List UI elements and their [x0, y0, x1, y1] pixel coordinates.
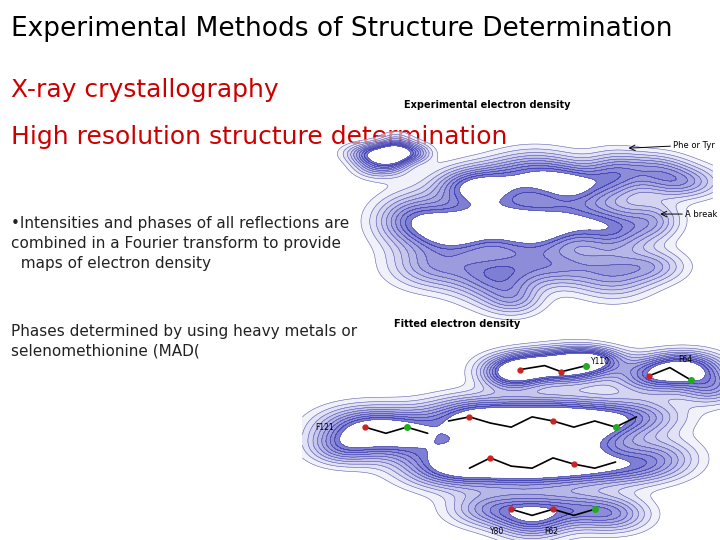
Text: F62: F62	[544, 527, 559, 536]
Text: F64: F64	[678, 355, 693, 364]
Text: X-ray crystallography: X-ray crystallography	[11, 78, 279, 102]
Text: Experimental Methods of Structure Determination: Experimental Methods of Structure Determ…	[11, 16, 672, 42]
Text: Phases determined by using heavy metals or
selenomethionine (MAD(: Phases determined by using heavy metals …	[11, 324, 357, 359]
Text: A break: A break	[685, 210, 717, 219]
Text: Fitted electron density: Fitted electron density	[395, 319, 521, 329]
Text: Phe or Tyr: Phe or Tyr	[673, 141, 715, 151]
Text: Y80: Y80	[490, 527, 505, 536]
Text: High resolution structure determination: High resolution structure determination	[11, 125, 507, 149]
Text: Experimental electron density: Experimental electron density	[404, 100, 570, 110]
Text: Y110: Y110	[590, 357, 610, 366]
Text: •Intensities and phases of all reflections are
combined in a Fourier transform t: •Intensities and phases of all reflectio…	[11, 216, 349, 271]
Text: F121: F121	[315, 423, 333, 431]
